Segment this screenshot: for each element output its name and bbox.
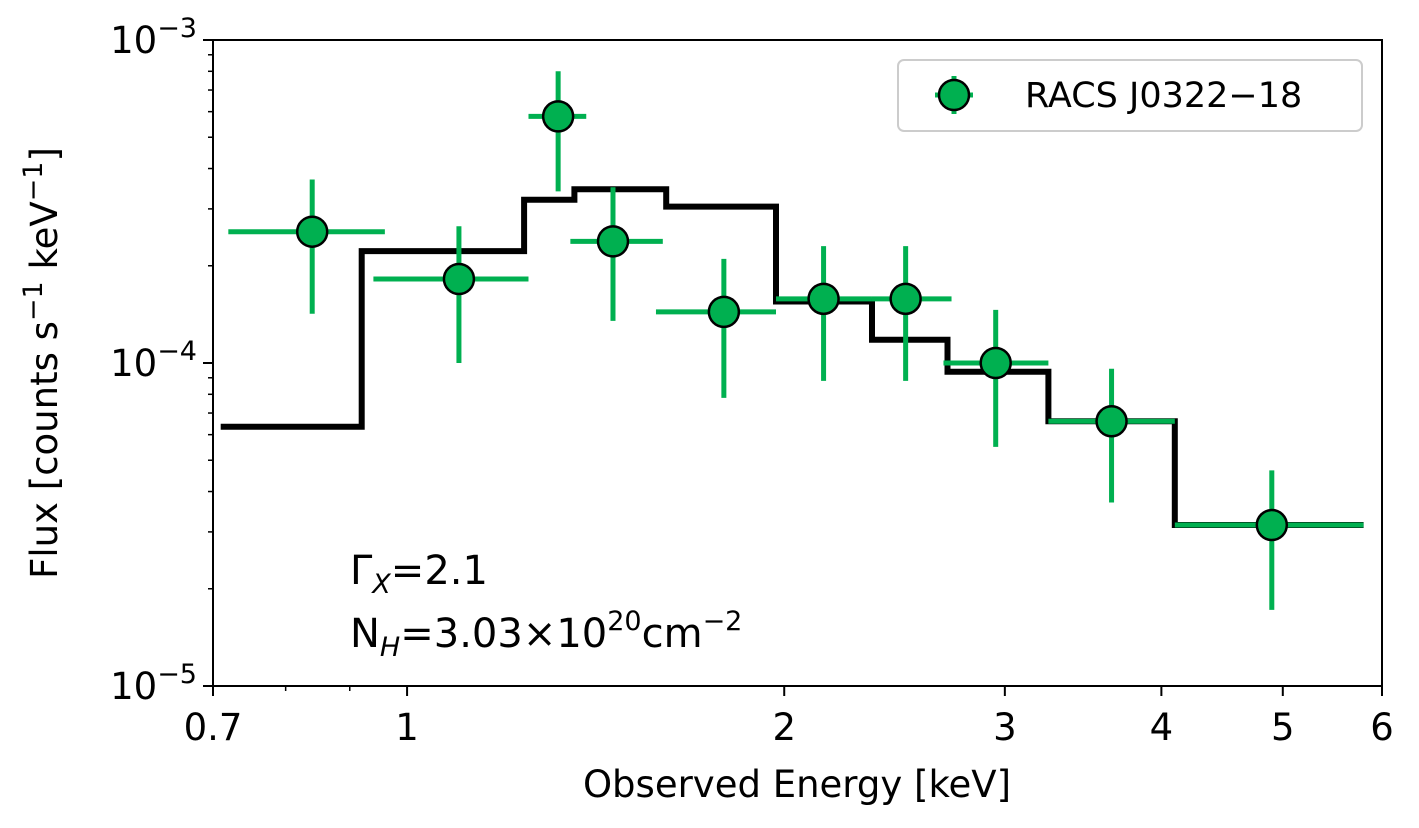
marker [541, 100, 575, 133]
model-step-line [220, 186, 1364, 528]
x-tick-label: 4 [1150, 706, 1174, 749]
data-point-3 [528, 71, 587, 192]
annotation-column-density: NH=3.03×1020cm−2 [350, 606, 742, 663]
data-point-8 [943, 309, 1049, 447]
marker [707, 295, 741, 329]
x-axis-label: Observed Energy [keV] [583, 763, 1011, 806]
data-points [228, 71, 1364, 610]
y-tick-label: 10−3 [110, 13, 197, 62]
marker [889, 282, 922, 316]
legend-box [897, 59, 1363, 132]
marker [1255, 508, 1289, 542]
y-tick-label: 10−5 [110, 659, 197, 708]
data-point-4 [570, 187, 663, 321]
y-axis-label: Flux [counts s−1 keV−1] [18, 147, 66, 579]
data-point-7 [871, 246, 952, 381]
y-tick-label: 10−4 [110, 336, 197, 385]
x-tick-label: 5 [1271, 706, 1295, 749]
x-tick-label: 2 [772, 706, 796, 749]
x-tick-label: 0.7 [184, 706, 243, 749]
model-step-path [220, 186, 1364, 528]
data-point-1 [228, 179, 385, 314]
x-tick-label: 3 [993, 706, 1017, 749]
marker [596, 225, 630, 258]
data-point-2 [373, 226, 529, 363]
legend: RACS J0322−18 [897, 59, 1363, 132]
data-point-6 [776, 246, 872, 381]
axis-ticks: 0.7 1 2 3 4 5 6 10−5 10−4 10−3 [110, 13, 1394, 749]
x-tick-label: 6 [1370, 706, 1394, 749]
marker [807, 282, 840, 316]
legend-marker-dot [937, 78, 971, 112]
data-point-10 [1174, 470, 1364, 610]
marker [1095, 405, 1128, 438]
marker [979, 346, 1012, 380]
x-tick-label: 1 [395, 706, 419, 749]
annotation-photon-index: ΓX=2.1 [350, 548, 488, 600]
data-point-9 [1048, 368, 1175, 503]
data-point-5 [655, 258, 777, 398]
legend-label: RACS J0322−18 [1025, 76, 1302, 116]
marker [442, 262, 476, 296]
marker [295, 215, 329, 248]
